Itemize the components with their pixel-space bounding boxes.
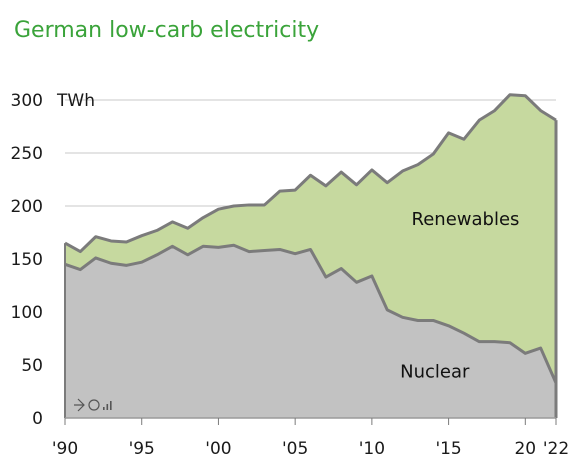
y-axis-unit-label: TWh (56, 91, 95, 111)
y-tick-label-150: 150 (11, 250, 43, 270)
y-tick-label-100: 100 (11, 303, 43, 323)
logo-bar-shape-2 (110, 401, 112, 410)
area-series (65, 94, 556, 418)
axes: 0 50 100 150 200 250 300 TWh '90 '95 '00 '05 '10 '15 2… (11, 91, 570, 459)
logo-bar-shape-0 (103, 407, 105, 410)
logo-bar-shape-1 (106, 404, 109, 410)
series-labels: Renewables Nuclear (400, 209, 519, 383)
x-tick-label-2022: '22 (543, 439, 569, 459)
y-tick-label-50: 50 (21, 356, 43, 376)
logo-circle-shape (88, 399, 100, 411)
x-tick-label-1995: '95 (129, 439, 155, 459)
y-tick-label-0: 0 (32, 409, 43, 429)
y-tick-label-250: 250 (11, 144, 43, 164)
x-tick-label-2000: '00 (205, 439, 231, 459)
x-tick-label-2010: '10 (359, 439, 385, 459)
x-tick-label-2015: '15 (435, 439, 461, 459)
line-nuclear (64, 243, 558, 384)
x-tick-label-2020: 20 (514, 439, 536, 459)
series-label-nuclear: Nuclear (400, 362, 470, 383)
series-lines (64, 93, 558, 418)
y-tick-label-300: 300 (11, 91, 43, 111)
logo-arrow-shape (74, 398, 85, 412)
series-label-renewables: Renewables (412, 209, 520, 230)
y-tick-label-200: 200 (11, 197, 43, 217)
line-renewables (64, 93, 557, 254)
x-tick-label-2005: '05 (282, 439, 308, 459)
area-nuclear (65, 245, 556, 418)
watermark-logo (74, 398, 112, 412)
chart-title: German low-carb electricity (14, 18, 320, 43)
area-renewables (65, 94, 556, 384)
x-tick-label-1990: '90 (52, 439, 78, 459)
